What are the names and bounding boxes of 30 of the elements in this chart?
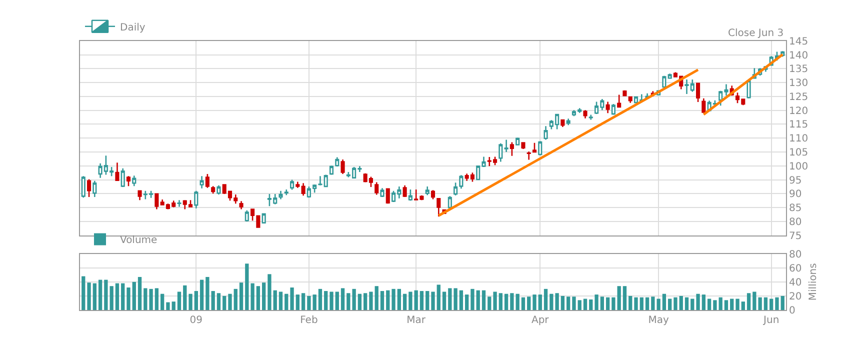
y-tick-label: 145 (789, 36, 808, 48)
y-tick-label: 0 (789, 305, 796, 316)
legend-label: Daily (120, 22, 146, 34)
x-tick-label: Jun (762, 315, 780, 326)
y-tick-label: 85 (789, 203, 802, 214)
y-tick-label: 75 (789, 230, 802, 242)
y-tick-label: 40 (789, 277, 802, 288)
y-tick-label: 80 (789, 216, 802, 228)
y-tick-label: 80 (789, 249, 802, 260)
text: Close Jun 3 (728, 28, 784, 39)
y-tick-label: 105 (789, 148, 808, 159)
x-tick-label: Apr (531, 315, 550, 326)
y-tick-label: 120 (789, 106, 808, 117)
y-tick-label: 20 (789, 291, 802, 302)
y-tick-label: 90 (789, 189, 802, 200)
y-tick-label: 100 (789, 161, 808, 172)
legend-label: Volume (120, 235, 158, 246)
x-tick-label: 09 (190, 315, 203, 326)
y-tick-label: 110 (789, 134, 808, 145)
y-tick-label: 60 (789, 263, 802, 274)
y-axis-title: Millions (808, 263, 820, 301)
x-tick-label: Feb (300, 315, 318, 326)
y-tick-label: 130 (789, 78, 808, 90)
y-tick-label: 140 (789, 50, 808, 62)
y-tick-label: 135 (789, 64, 808, 76)
x-tick-label: Mar (406, 315, 426, 326)
y-tick-label: 125 (789, 92, 808, 103)
y-tick-label: 115 (789, 120, 808, 131)
y-tick-label: 95 (789, 175, 802, 186)
x-tick-label: May (648, 315, 669, 326)
